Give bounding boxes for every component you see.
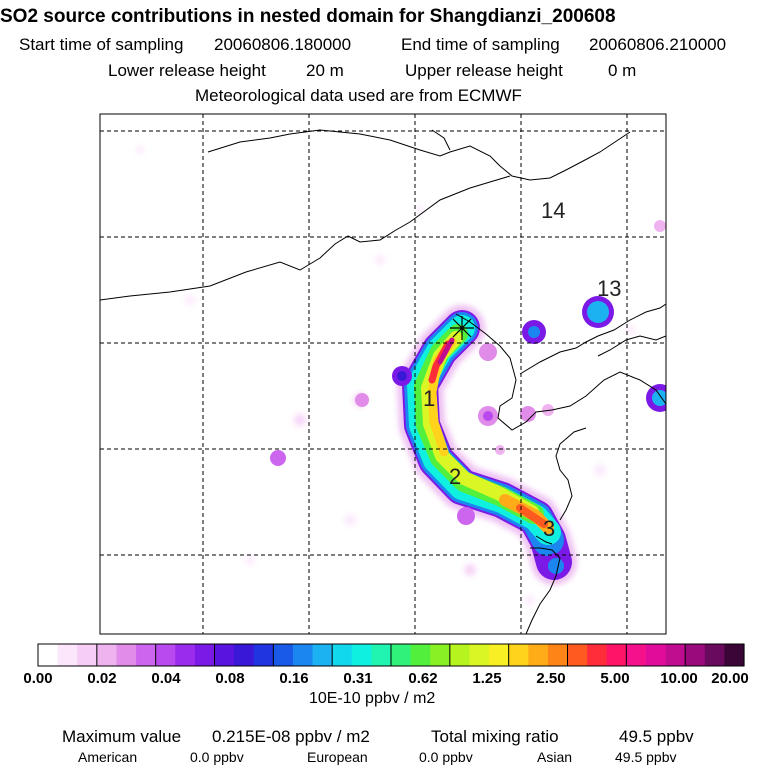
colorbar-cell [57, 644, 78, 666]
colorbar-cell [332, 644, 353, 666]
total-mixing-value: 49.5 ppbv [619, 727, 694, 746]
colorbar-cell [351, 644, 372, 666]
colorbar-cell [587, 644, 608, 666]
start-time-label: Start time of sampling [19, 35, 184, 54]
region-label-13: 13 [597, 276, 621, 301]
lower-release-label: Lower release height [108, 61, 266, 80]
colorbar-cell [567, 644, 588, 666]
colorbar-tick: 0.00 [23, 670, 53, 687]
asian-label: Asian [537, 749, 573, 765]
colorbar-cell [626, 644, 647, 666]
lower-release-value: 20 m [306, 61, 344, 80]
colorbar-cell [704, 644, 725, 666]
colorbar-cell [77, 644, 98, 666]
colorbar-cell [449, 644, 471, 666]
colorbar-cell [273, 644, 294, 666]
colorbar-tick: 0.08 [215, 670, 245, 687]
map-frame [99, 113, 667, 635]
colorbar-tick: 1.25 [472, 670, 502, 687]
colorbar-cell [292, 644, 314, 666]
region-label-2: 2 [449, 464, 461, 489]
colorbar-cell [96, 644, 118, 666]
colorbar-cell [155, 644, 176, 666]
colorbar-cell [136, 644, 157, 666]
colorbar-cell [371, 644, 392, 666]
colorbar-tick: 0.04 [151, 670, 181, 687]
colorbar-cell [234, 644, 255, 666]
end-time-value: 20060806.210000 [589, 35, 727, 54]
end-time-label: End time of sampling [401, 35, 560, 54]
receptor-site-marker [450, 316, 474, 340]
total-mixing-label: Total mixing ratio [431, 727, 559, 746]
isolated-hotspots [270, 220, 666, 579]
colorbar-tick: 0.02 [87, 670, 117, 687]
colorbar-tick: 0.31 [343, 670, 373, 687]
colorbar-cell [312, 644, 333, 666]
colorbar-cell [685, 644, 706, 666]
upper-release-value: 0 m [608, 61, 637, 80]
colorbar-cell [606, 644, 627, 666]
colorbar-cell [508, 644, 529, 666]
colorbar-cell [38, 644, 59, 666]
colorbar-tick: 0.16 [279, 670, 309, 687]
colorbar-cell [253, 644, 274, 666]
colorbar-tick: 5.00 [600, 670, 630, 687]
lat-lon-grid [100, 114, 666, 634]
colorbar-cell [214, 644, 235, 666]
region-label-1: 1 [423, 386, 435, 411]
colorbar-tick: 0.62 [408, 670, 438, 687]
colorbar-cell [489, 644, 510, 666]
colorbar-cell [410, 644, 431, 666]
colorbar-cell [528, 644, 549, 666]
upper-release-label: Upper release height [405, 61, 563, 80]
european-label: European [307, 749, 368, 765]
colorbar-cell [175, 644, 196, 666]
colorbar-cell [547, 644, 569, 666]
asian-value: 49.5 ppbv [615, 749, 677, 765]
european-value: 0.0 ppbv [419, 749, 473, 765]
colorbar-cell [391, 644, 412, 666]
plot-title: SO2 source contributions in nested domai… [0, 6, 616, 27]
colorbar-cell [665, 644, 686, 666]
colorbar-cell [194, 644, 216, 666]
start-time-value: 20060806.180000 [214, 35, 352, 54]
so2-plume [397, 305, 577, 585]
colorbar-cell [724, 644, 745, 666]
region-label-14: 14 [541, 198, 565, 223]
colorbar-cell [469, 644, 490, 666]
colorbar-tick: 20.00 [711, 670, 749, 687]
max-value: 0.215E-08 ppbv / m2 [212, 727, 370, 746]
colorbar-cell [645, 644, 667, 666]
region-label-3: 3 [543, 516, 555, 541]
colorbar-cell [430, 644, 451, 666]
colorbar-frame [37, 643, 745, 667]
coastlines [100, 129, 666, 634]
met-data-note: Meteorological data used are from ECMWF [195, 86, 522, 105]
american-value: 0.0 ppbv [190, 749, 244, 765]
max-value-label: Maximum value [62, 727, 182, 746]
american-label: American [78, 749, 138, 765]
colorbar-cell [116, 644, 137, 666]
colorbar-tick: 10.00 [660, 670, 698, 687]
colorbar-unit: 10E-10 ppbv / m2 [309, 690, 436, 707]
colorbar-tick: 2.50 [536, 670, 566, 687]
